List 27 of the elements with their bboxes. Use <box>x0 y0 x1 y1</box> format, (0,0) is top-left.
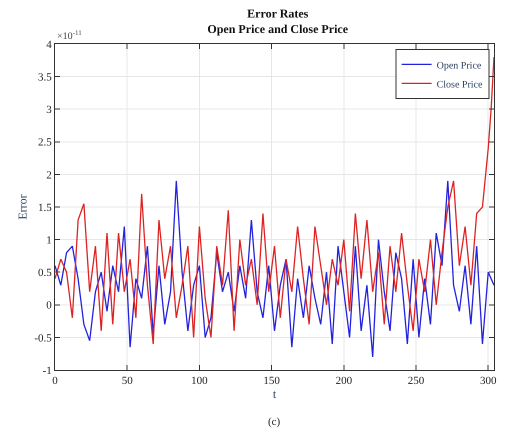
y-tick-label: 1.5 <box>38 202 52 214</box>
y-tick-label: 2 <box>46 169 52 182</box>
y-tick-label: -0.5 <box>34 332 52 344</box>
x-axis-title: t <box>272 387 277 402</box>
y-tick-label: -1 <box>42 364 52 377</box>
legend-label: Open Price <box>436 60 482 72</box>
chart-title: Error Rates <box>247 6 309 20</box>
y-tick-label: 1 <box>46 234 52 246</box>
line-series <box>55 180 494 358</box>
y-tick-label: 0.5 <box>38 267 52 280</box>
y-tick-label: 3 <box>46 104 52 116</box>
y-tick-label: 4 <box>46 38 52 51</box>
y-tick-label: 0 <box>46 300 52 312</box>
x-tick-label: 50 <box>122 375 134 388</box>
y-tick-label: 3.5 <box>38 71 52 84</box>
text: (c) <box>268 416 281 428</box>
chart-subtitle: Open Price and Close Price <box>207 22 349 36</box>
text: ×10$^{-11}$ <box>57 29 82 42</box>
x-tick-label: 150 <box>263 375 280 388</box>
x-tick-label: 100 <box>191 375 208 388</box>
x-tick-label: 200 <box>336 375 353 388</box>
x-tick-label: 250 <box>408 375 425 388</box>
x-tick-label: 300 <box>480 375 497 388</box>
y-tick-label: 2.5 <box>38 136 52 149</box>
line-series <box>55 56 494 345</box>
y-axis-title: Error <box>16 194 30 220</box>
legend-label: Close Price <box>436 79 483 90</box>
